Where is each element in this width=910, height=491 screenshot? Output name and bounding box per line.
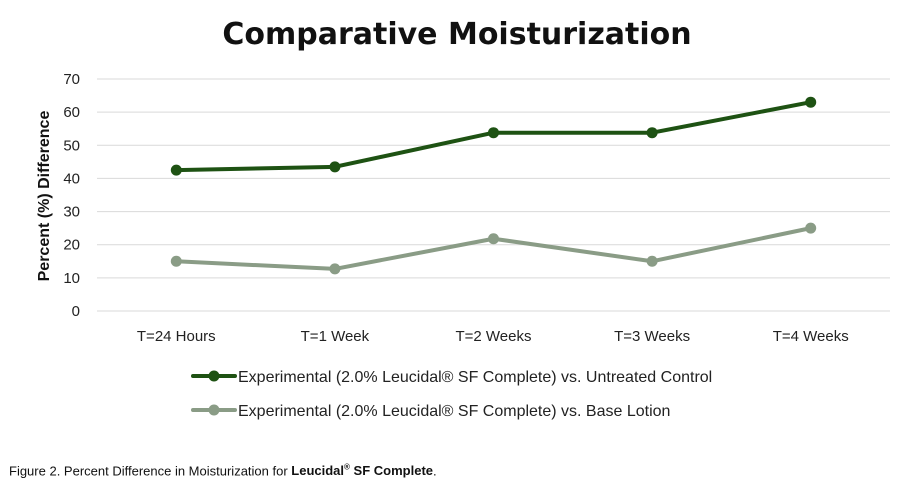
x-axis-ticks: T=24 Hours T=1 Week T=2 Weeks T=3 Weeks T=4 … [137, 328, 849, 345]
y-tick-label: 70 [63, 71, 80, 88]
legend-swatch-marker [208, 404, 220, 416]
x-tick-label: T=3 Weeks [614, 328, 690, 345]
x-tick-label: T=2 Weeks [455, 328, 531, 345]
y-tick-label: 10 [63, 270, 80, 287]
x-tick-label: T=4 Weeks [773, 328, 849, 345]
chart-title: Comparative Moisturization [222, 17, 691, 52]
gridlines [97, 78, 890, 312]
data-point [170, 164, 182, 176]
registered-mark: ® [344, 463, 350, 472]
caption-prefix: Figure 2. Percent Difference in Moisturi… [9, 463, 292, 479]
data-point [170, 255, 182, 267]
data-point [646, 127, 658, 139]
data-point [805, 96, 817, 108]
x-tick-label: T=24 Hours [137, 328, 216, 345]
legend-entry-label: Experimental (2.0% Leucidal® SF Complete… [238, 369, 712, 386]
y-axis-label: Percent (%) Difference [36, 111, 53, 282]
y-axis-ticks: 0 10 20 30 40 50 60 70 [63, 71, 80, 320]
y-tick-label: 0 [72, 303, 80, 320]
data-point [488, 233, 499, 245]
x-tick-label: T=1 Week [301, 328, 370, 345]
data-point [329, 263, 341, 275]
y-tick-label: 30 [63, 204, 80, 221]
legend: Experimental (2.0% Leucidal® SF Complete… [191, 369, 712, 420]
y-tick-label: 40 [63, 170, 80, 187]
y-tick-label: 20 [63, 237, 80, 254]
data-point [646, 255, 658, 267]
y-tick-label: 60 [63, 104, 80, 121]
data-point [805, 222, 817, 234]
legend-swatch-marker [208, 370, 220, 382]
caption-end: . [433, 463, 437, 479]
y-tick-label: 50 [63, 137, 80, 154]
legend-entry-label: Experimental (2.0% Leucidal® SF Complete… [238, 403, 670, 420]
series-lines [170, 96, 817, 275]
caption-product: Leucidal® SF Complete [291, 463, 434, 479]
data-point [329, 161, 341, 173]
figure-caption: Figure 2. Percent Difference in Moisturi… [9, 463, 437, 478]
data-point [488, 127, 499, 139]
